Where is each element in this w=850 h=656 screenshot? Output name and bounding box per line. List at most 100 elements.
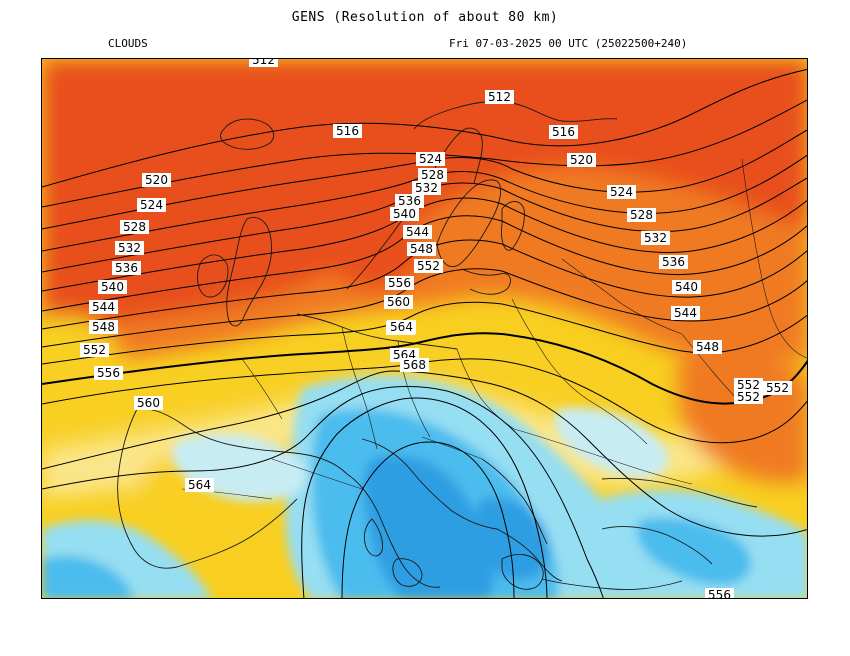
contour-line: [42, 154, 807, 252]
field-label: CLOUDS: [108, 37, 148, 50]
contour-label: 548: [693, 340, 722, 354]
contour-label-text: 528: [630, 208, 653, 222]
contour-line: [42, 197, 807, 292]
contour-label-text: 568: [403, 358, 426, 372]
contour-label: 544: [403, 225, 432, 239]
contour-label: 552: [763, 381, 792, 395]
contour-label: 552: [414, 259, 443, 273]
contour-label-text: 512: [488, 90, 511, 104]
contour-label-text: 564: [390, 320, 413, 334]
contour-label-text: 552: [417, 259, 440, 273]
contour-label: 516: [549, 125, 578, 139]
contour-label-text: 512: [252, 59, 275, 67]
contour-label-text: 528: [421, 168, 444, 182]
contour-label-text: 544: [92, 300, 115, 314]
contour-label-text: 548: [92, 320, 115, 334]
contour-line: [42, 239, 807, 330]
contour-label-text: 556: [97, 366, 120, 380]
contour-label-text: 548: [696, 340, 719, 354]
contour-label-text: 544: [406, 225, 429, 239]
contour-label: 512: [249, 59, 278, 67]
contour-line: [42, 215, 807, 312]
contour-label-text: 548: [410, 242, 433, 256]
contour-label-text: 552: [737, 390, 760, 404]
contour-line: [42, 301, 807, 365]
contour-label-text: 532: [415, 181, 438, 195]
weather-map: 512 512 516 516 520 520 524 524 528 528 532 532 536 5…: [41, 58, 808, 599]
contour-label: 560: [384, 295, 413, 309]
contour-label-text: 532: [644, 231, 667, 245]
contour-label: 520: [142, 173, 171, 187]
contour-label: 552: [734, 378, 763, 392]
contour-line: [42, 386, 604, 598]
contour-label: 536: [659, 255, 688, 269]
contour-label: 560: [134, 396, 163, 410]
contour-label: 552: [734, 390, 763, 404]
contour-label-text: 536: [662, 255, 685, 269]
contour-label-text: 540: [393, 207, 416, 221]
contour-label-text: 528: [123, 220, 146, 234]
contour-label-text: 560: [137, 396, 160, 410]
contour-label-text: 536: [115, 261, 138, 275]
contour-label-text: 524: [419, 152, 442, 166]
contour-label: 544: [671, 306, 700, 320]
contour-label: 556: [705, 588, 734, 598]
contour-label: 548: [89, 320, 118, 334]
contour-line: [42, 268, 807, 348]
contour-line: [301, 397, 548, 598]
contour-line: [341, 441, 515, 598]
contour-label: 528: [418, 168, 447, 182]
contour-label: 536: [395, 194, 424, 208]
contour-label: 528: [120, 220, 149, 234]
contour-line: [42, 177, 807, 273]
contour-label: 528: [627, 208, 656, 222]
contour-label: 564: [185, 478, 214, 492]
contour-label: 532: [412, 181, 441, 195]
contour-label: 552: [80, 343, 109, 357]
contour-label: 532: [115, 241, 144, 255]
contour-label-text: 532: [118, 241, 141, 255]
contour-label: 532: [641, 231, 670, 245]
contour-label: 540: [98, 280, 127, 294]
contour-label: 544: [89, 300, 118, 314]
contour-line: [42, 370, 807, 537]
contour-label-text: 524: [610, 185, 633, 199]
contour-line: [42, 129, 807, 230]
geopotential-contours: [42, 68, 807, 598]
contour-label: 556: [94, 366, 123, 380]
contour-label: 524: [416, 152, 445, 166]
contour-label: 516: [333, 124, 362, 138]
contour-line: [42, 99, 807, 208]
contour-line: [42, 68, 807, 188]
contour-label-text: 556: [388, 276, 411, 290]
contour-label-text: 564: [188, 478, 211, 492]
contour-label: 512: [485, 90, 514, 104]
contour-label-text: 520: [145, 173, 168, 187]
contour-label: 520: [567, 153, 596, 167]
contour-label: 568: [400, 358, 429, 372]
contour-label: 540: [672, 280, 701, 294]
coastlines: [117, 100, 758, 590]
contour-label: 564: [387, 320, 416, 334]
contour-label-text: 524: [140, 198, 163, 212]
cloud-shading: [42, 59, 807, 598]
contour-label: 540: [390, 207, 419, 221]
contour-label-text: 536: [398, 194, 421, 208]
contour-label-text: 516: [552, 125, 575, 139]
contour-label-text: 552: [766, 381, 789, 395]
contour-label: 524: [607, 185, 636, 199]
contour-label-text: 540: [675, 280, 698, 294]
valid-time-label: Fri 07-03-2025 00 UTC (25022500+240): [449, 37, 688, 50]
chart-title: GENS (Resolution of about 80 km): [291, 10, 559, 25]
contour-label: 524: [137, 198, 166, 212]
contour-label-text: 516: [336, 124, 359, 138]
contour-label-text: 540: [101, 280, 124, 294]
contour-label-text: 544: [674, 306, 697, 320]
contour-label-text: 560: [387, 295, 410, 309]
contour-line: [42, 358, 807, 444]
contour-label-text: 552: [83, 343, 106, 357]
contour-label-text: 552: [737, 378, 760, 392]
contour-label-text: 520: [570, 153, 593, 167]
